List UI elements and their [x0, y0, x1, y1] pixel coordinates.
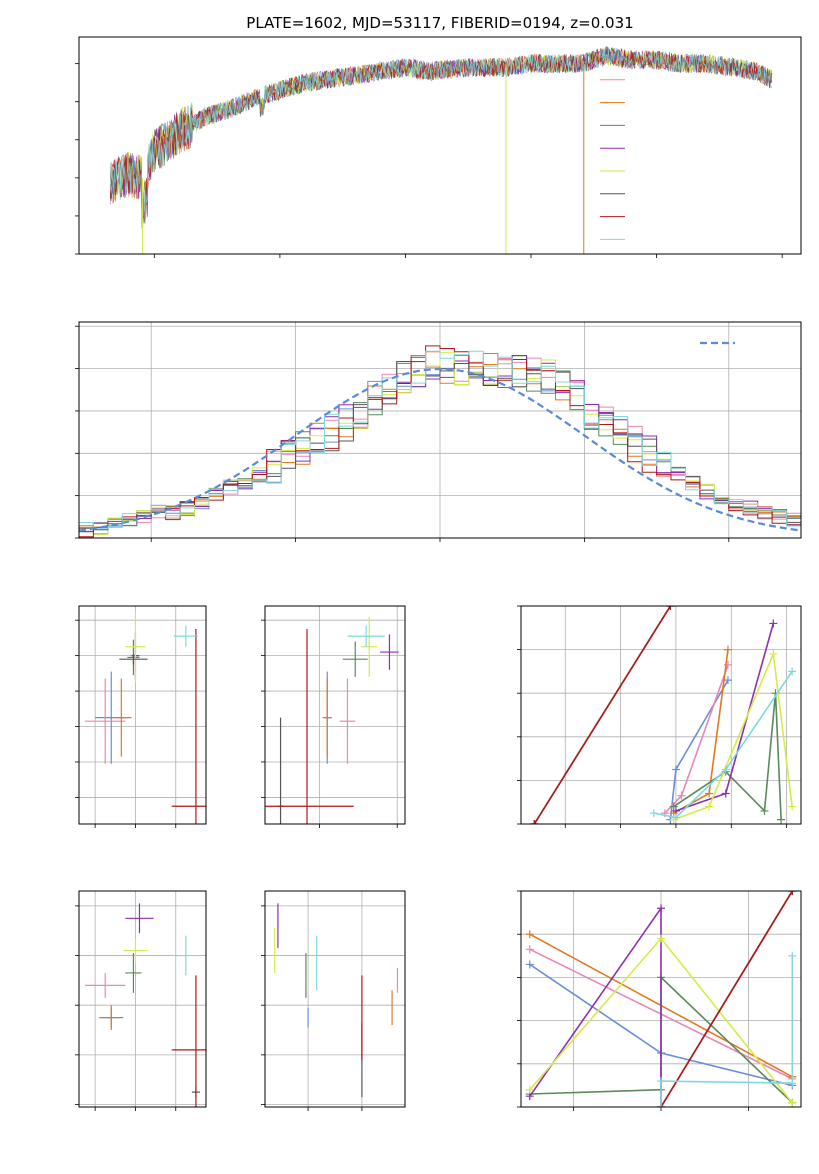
axes-frame	[78, 605, 207, 825]
weight-marker	[788, 891, 797, 895]
plot-area	[79, 345, 801, 538]
weight-marker	[666, 606, 675, 610]
chart-title: PLATE=1602, MJD=53117, FIBERID=0194, z=0…	[246, 14, 633, 32]
spectrum-line-8	[110, 47, 770, 228]
weight-marker	[777, 815, 786, 824]
residual-histogram-panel	[75, 321, 802, 542]
weight-line-7	[660, 891, 793, 1107]
weight-marker	[657, 1103, 665, 1107]
plot-area	[110, 45, 773, 254]
weight-marker	[657, 904, 665, 913]
weight-marker	[788, 1079, 797, 1088]
mass-vs-ebv-panel	[261, 890, 406, 1111]
axes-frame	[78, 321, 802, 539]
weight-marker	[657, 1077, 665, 1086]
weight-marker	[721, 789, 730, 798]
weight-marker	[788, 951, 797, 960]
age-vs-metallicity-panel	[75, 605, 207, 828]
weight-line-4	[675, 623, 775, 812]
weight-marker	[657, 934, 665, 943]
weight-marker	[677, 791, 686, 800]
weight-marker	[769, 619, 778, 628]
weight-marker	[525, 945, 534, 954]
weight-marker	[705, 789, 714, 798]
axes-frame	[264, 890, 406, 1108]
spectrum-panel	[75, 36, 802, 258]
plot-area	[274, 903, 399, 1098]
massweight-vs-age-panel	[517, 605, 802, 828]
weight-line-7	[533, 606, 672, 824]
weight-marker	[671, 765, 680, 774]
axes-frame	[264, 605, 406, 825]
weight-marker	[723, 676, 732, 685]
mass-vs-metallicity-panel	[75, 890, 207, 1111]
massweight-vs-metallicity-panel	[517, 890, 802, 1111]
weight-marker	[530, 820, 539, 824]
weight-marker	[671, 813, 680, 822]
weight-marker	[525, 930, 534, 939]
weight-marker	[649, 809, 658, 818]
weight-line-4	[529, 905, 662, 1107]
weight-marker	[525, 1085, 534, 1094]
weight-marker	[788, 667, 797, 676]
weight-marker	[723, 645, 732, 654]
axes-frame	[520, 605, 802, 825]
gaussian-curve	[79, 367, 801, 532]
weight-marker	[788, 802, 797, 811]
weight-line-8	[653, 670, 793, 819]
axes-frame	[78, 36, 802, 255]
weight-marker	[721, 765, 730, 774]
axes-frame	[78, 890, 207, 1108]
weight-marker	[760, 806, 769, 815]
plot-area	[525, 891, 797, 1107]
weight-line-5	[673, 650, 793, 821]
weight-marker	[705, 802, 714, 811]
weight-marker	[669, 802, 678, 811]
plot-area	[530, 606, 797, 824]
histogram-8	[79, 350, 801, 538]
weight-marker	[525, 960, 534, 969]
legend	[600, 56, 625, 240]
axes-frame	[520, 890, 802, 1108]
weight-marker	[769, 649, 778, 658]
age-vs-mass-panel	[261, 605, 406, 828]
plot-area	[265, 616, 399, 824]
plot-area	[85, 611, 206, 824]
histogram-7	[79, 345, 801, 538]
plot-area	[85, 903, 206, 1107]
weight-line-8	[660, 955, 794, 1107]
weight-marker	[788, 1098, 797, 1107]
